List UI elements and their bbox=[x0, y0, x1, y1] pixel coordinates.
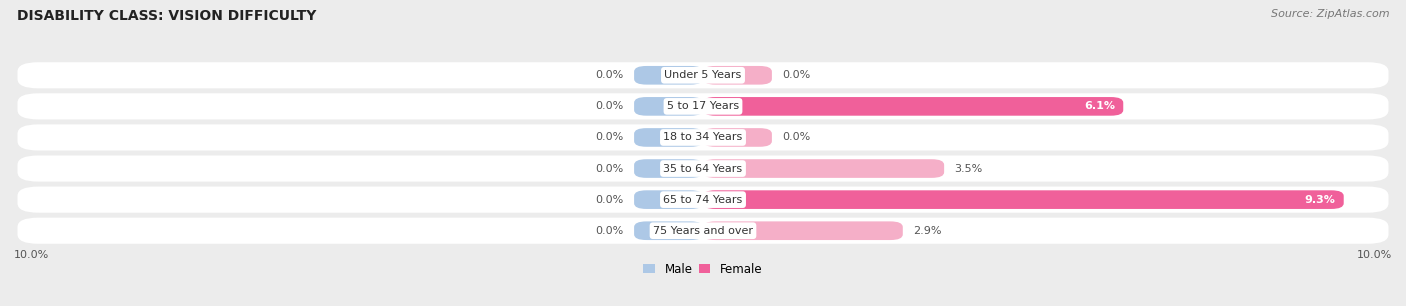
FancyBboxPatch shape bbox=[634, 128, 703, 147]
Text: 0.0%: 0.0% bbox=[596, 163, 624, 174]
FancyBboxPatch shape bbox=[634, 221, 703, 240]
FancyBboxPatch shape bbox=[703, 66, 772, 85]
FancyBboxPatch shape bbox=[703, 221, 903, 240]
Text: 0.0%: 0.0% bbox=[782, 132, 810, 143]
Text: 5 to 17 Years: 5 to 17 Years bbox=[666, 101, 740, 111]
FancyBboxPatch shape bbox=[17, 93, 1389, 119]
Text: 0.0%: 0.0% bbox=[596, 132, 624, 143]
FancyBboxPatch shape bbox=[703, 190, 1344, 209]
Text: 3.5%: 3.5% bbox=[955, 163, 983, 174]
Text: 9.3%: 9.3% bbox=[1305, 195, 1336, 205]
Text: 0.0%: 0.0% bbox=[782, 70, 810, 80]
Text: 0.0%: 0.0% bbox=[596, 226, 624, 236]
FancyBboxPatch shape bbox=[634, 97, 703, 116]
FancyBboxPatch shape bbox=[634, 190, 703, 209]
Text: 0.0%: 0.0% bbox=[596, 195, 624, 205]
Text: 2.9%: 2.9% bbox=[912, 226, 942, 236]
FancyBboxPatch shape bbox=[17, 187, 1389, 213]
Text: 0.0%: 0.0% bbox=[596, 70, 624, 80]
Text: 6.1%: 6.1% bbox=[1084, 101, 1115, 111]
Text: Source: ZipAtlas.com: Source: ZipAtlas.com bbox=[1271, 9, 1389, 19]
FancyBboxPatch shape bbox=[17, 218, 1389, 244]
Text: 65 to 74 Years: 65 to 74 Years bbox=[664, 195, 742, 205]
FancyBboxPatch shape bbox=[17, 62, 1389, 88]
Text: 0.0%: 0.0% bbox=[596, 101, 624, 111]
Text: 18 to 34 Years: 18 to 34 Years bbox=[664, 132, 742, 143]
Legend: Male, Female: Male, Female bbox=[638, 258, 768, 280]
FancyBboxPatch shape bbox=[634, 66, 703, 85]
Text: Under 5 Years: Under 5 Years bbox=[665, 70, 741, 80]
FancyBboxPatch shape bbox=[703, 159, 945, 178]
FancyBboxPatch shape bbox=[634, 159, 703, 178]
Text: 10.0%: 10.0% bbox=[1357, 250, 1392, 260]
Text: 10.0%: 10.0% bbox=[14, 250, 49, 260]
Text: 35 to 64 Years: 35 to 64 Years bbox=[664, 163, 742, 174]
FancyBboxPatch shape bbox=[703, 128, 772, 147]
Text: 75 Years and over: 75 Years and over bbox=[652, 226, 754, 236]
FancyBboxPatch shape bbox=[17, 125, 1389, 151]
Text: DISABILITY CLASS: VISION DIFFICULTY: DISABILITY CLASS: VISION DIFFICULTY bbox=[17, 9, 316, 23]
FancyBboxPatch shape bbox=[703, 97, 1123, 116]
FancyBboxPatch shape bbox=[17, 155, 1389, 181]
